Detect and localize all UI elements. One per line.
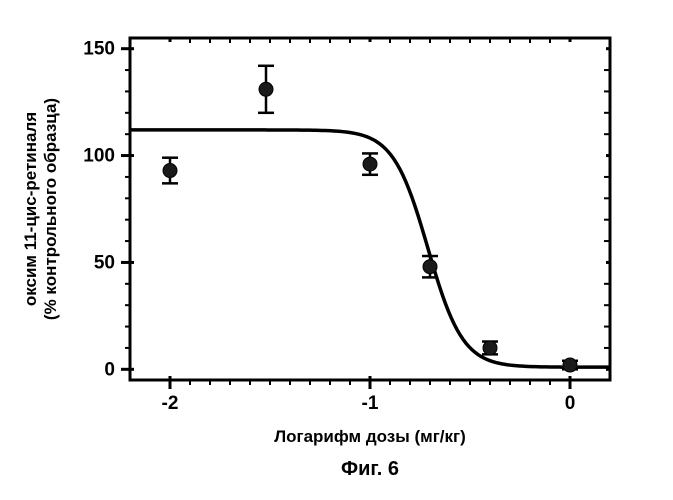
chart-background	[0, 0, 673, 500]
y-tick-label: 50	[94, 252, 115, 273]
y-axis-label-line1: оксим 11-цис-ретиналя	[21, 112, 40, 306]
y-tick-label: 150	[83, 39, 115, 60]
data-point	[163, 164, 177, 178]
y-axis-label-line2: (% контрольного образца)	[41, 98, 60, 320]
data-point	[563, 358, 577, 372]
data-point	[483, 341, 497, 355]
y-tick-label: 100	[83, 146, 115, 167]
data-point	[259, 82, 273, 96]
data-point	[423, 260, 437, 274]
x-tick-label: -2	[162, 393, 179, 414]
y-tick-label: 0	[104, 359, 115, 380]
y-axis-label: оксим 11-цис-ретиналя(% контрольного обр…	[21, 98, 60, 320]
data-point	[363, 157, 377, 171]
x-axis-label: Логарифм дозы (мг/кг)	[274, 427, 466, 446]
figure-caption: Фиг. 6	[341, 458, 399, 480]
x-tick-label: 0	[565, 393, 576, 414]
x-tick-label: -1	[362, 393, 379, 414]
